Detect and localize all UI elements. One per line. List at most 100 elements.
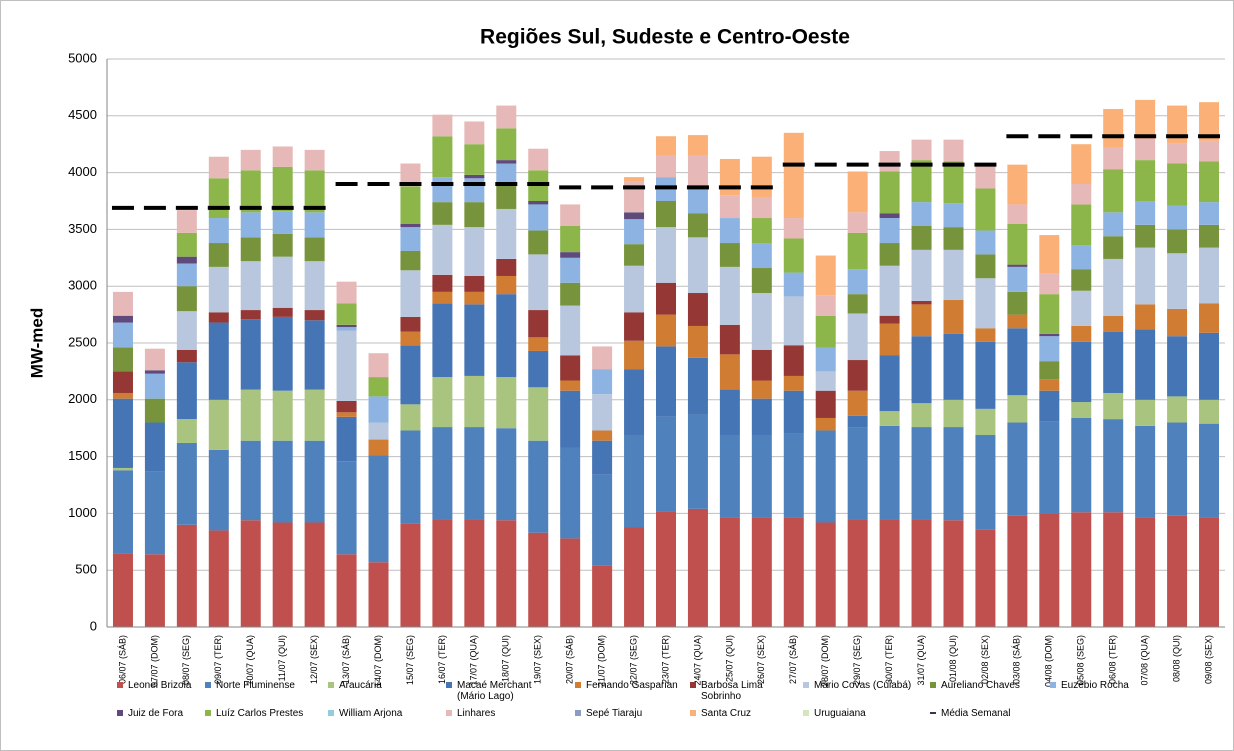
bar-segment (304, 261, 325, 311)
bar-segment (560, 225, 581, 253)
bar-segment (656, 136, 676, 156)
bar-segment (464, 427, 485, 520)
x-tick-label: 11/07 (QUI) (277, 635, 287, 681)
bar-segment (112, 553, 133, 627)
bar-segment (176, 232, 197, 257)
legend-marker (930, 682, 936, 688)
bar-segment (208, 449, 229, 531)
bar-segment (687, 357, 708, 415)
legend-label: Luíz Carlos Prestes (216, 708, 304, 719)
bar-segment (783, 218, 804, 239)
bar-segment (272, 440, 293, 523)
bar-segment (208, 243, 229, 267)
bar-segment (528, 204, 549, 231)
legend-item: Santa Cruz (690, 708, 802, 719)
legend-marker (446, 682, 452, 688)
bar-segment (1071, 341, 1092, 403)
bar-segment (783, 390, 804, 434)
bar-segment (783, 132, 804, 219)
bar-segment (272, 316, 293, 391)
bar-segment (528, 350, 549, 388)
bar-segment (624, 219, 645, 245)
bar-segment (496, 377, 517, 429)
bar-segment (400, 227, 421, 251)
bar-segment (336, 461, 357, 555)
legend-item: Uruguaiana (803, 708, 915, 719)
x-tick-label: 19/07 (SEX) (533, 635, 543, 684)
x-tick-label: 07/08 (QUA) (1140, 635, 1150, 686)
bar-segment (624, 212, 645, 220)
bar-segment (911, 139, 932, 161)
bar-segment (1007, 264, 1028, 267)
bar-segment (1071, 144, 1092, 184)
x-tick-label: 17/07 (QUA) (469, 635, 479, 686)
legend-item: Juiz de Fora (117, 708, 229, 719)
legend-item: Mário Covas (Cuiabá) (803, 680, 915, 691)
x-tick-label: 05/08 (SEG) (1076, 635, 1086, 685)
bar-segment (624, 177, 645, 182)
bar-segment (687, 508, 708, 627)
bar-segment (304, 522, 325, 627)
bar-segment (432, 427, 453, 520)
bar-segment (432, 519, 453, 627)
legend-marker (446, 710, 452, 716)
bar-segment (496, 258, 517, 276)
bar-segment (336, 330, 357, 401)
x-tick-label: 16/07 (TER) (437, 635, 447, 684)
bar-segment (1039, 421, 1060, 514)
bar-segment (1071, 269, 1092, 291)
legend-marker (803, 682, 809, 688)
bar-segment (176, 524, 197, 627)
bar-segment (432, 136, 453, 178)
bar-segment (304, 237, 325, 262)
x-tick-label: 27/07 (SÁB) (788, 635, 798, 684)
bar-segment (1103, 236, 1124, 259)
legend-label: Macaé Merchant (Mário Lago) (457, 680, 532, 702)
bar-segment (815, 390, 836, 418)
x-tick-label: 08/08 (QUI) (1171, 635, 1181, 682)
bar-segment (112, 470, 133, 554)
bar-segment (783, 433, 804, 518)
bar-segment (783, 296, 804, 346)
x-tick-label: 06/07 (SÁB) (117, 635, 127, 684)
bar-segment (1167, 105, 1188, 144)
bar-segment (464, 144, 485, 175)
legend-marker (1050, 682, 1056, 688)
bar-segment (1135, 99, 1156, 139)
bar-segment (1071, 204, 1092, 246)
bar-segment (400, 345, 421, 405)
legend-label: Juiz de Fora (128, 708, 184, 719)
bar-segment (847, 232, 868, 270)
bar-segment (432, 114, 453, 137)
bar-segment (656, 416, 676, 512)
bar-segment (368, 396, 389, 423)
bar-segment (847, 269, 868, 295)
legend-marker (328, 710, 334, 716)
bar-segment (751, 380, 772, 399)
legend-marker (205, 682, 211, 688)
bar-segment (879, 425, 900, 520)
bar-segment (144, 348, 165, 371)
bar-segment (240, 520, 261, 627)
bar-segment (464, 178, 485, 203)
bar-segment (687, 155, 708, 188)
bar-segment (975, 278, 996, 329)
bar-segment (943, 520, 964, 627)
bar-segment (1135, 247, 1156, 305)
bar-segment (144, 471, 165, 555)
bar-segment (560, 390, 581, 448)
bar-segment (496, 208, 517, 259)
bar-segment (464, 519, 485, 627)
x-tick-label: 21/07 (DOM) (596, 635, 606, 687)
bar-segment (1199, 140, 1220, 162)
bar-segment (879, 213, 900, 219)
bar-segment (847, 427, 868, 520)
bar-segment (879, 243, 900, 266)
bar-segment (304, 170, 325, 213)
bar-segment (144, 554, 165, 627)
bar-segment (911, 519, 932, 627)
legend-marker (117, 682, 123, 688)
bar-segment (719, 158, 740, 196)
